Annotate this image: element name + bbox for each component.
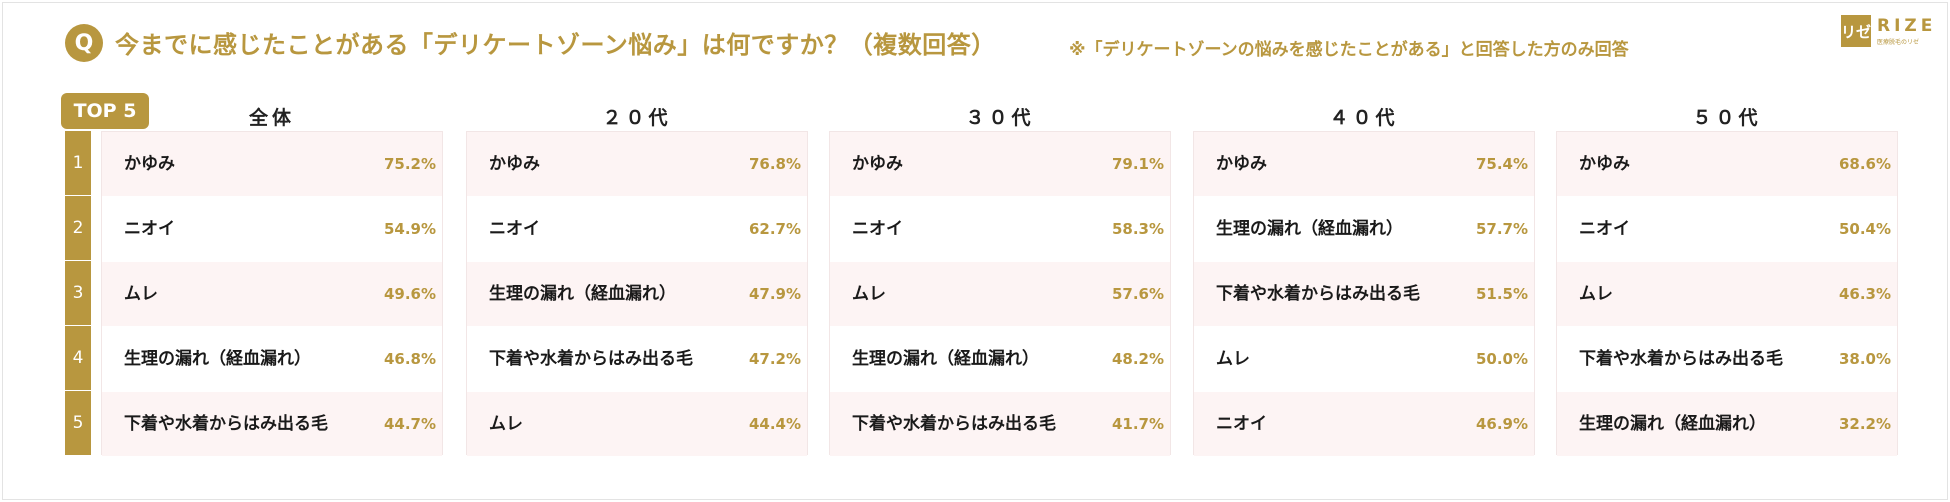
panel-body: かゆみ 68.6% ニオイ 50.4% ムレ 46.3% 下着や水着からはみ出る毛 38.0%… (1556, 131, 1898, 456)
ranking-row: ニオイ 54.9% (102, 197, 442, 261)
panel-title: ３０代 (965, 107, 1035, 129)
item-percentage: 44.7% (383, 415, 436, 433)
ranking-row: 生理の漏れ（経血漏れ） 47.9% (467, 262, 807, 326)
ranking-row: ニオイ 62.7% (467, 197, 807, 261)
item-label: ニオイ (1216, 414, 1267, 434)
rank-number: 3 (65, 261, 91, 325)
panel-title: ４０代 (1329, 107, 1399, 129)
panel-body: かゆみ 75.4% 生理の漏れ（経血漏れ） 57.7% 下着や水着からはみ出る毛 51.5… (1193, 131, 1535, 456)
item-percentage: 75.2% (383, 155, 436, 173)
item-label: 生理の漏れ（経血漏れ） (1216, 219, 1403, 239)
ranking-row: 下着や水着からはみ出る毛 44.7% (102, 392, 442, 456)
question-title: 今までに感じたことがある「デリケートゾーン悩み」は何ですか？（複数回答） (115, 31, 996, 59)
item-percentage: 41.7% (1111, 415, 1164, 433)
panel-body: かゆみ 79.1% ニオイ 58.3% ムレ 57.6% 生理の漏れ（経血漏れ） 48.2% 下… (829, 131, 1171, 456)
item-percentage: 48.2% (1111, 350, 1164, 368)
item-percentage: 47.9% (748, 285, 801, 303)
item-label: 生理の漏れ（経血漏れ） (124, 349, 311, 369)
top5-tag: TOP 5 (61, 93, 149, 129)
ranking-row: ムレ 57.6% (830, 262, 1170, 326)
item-label: ムレ (489, 414, 523, 434)
rank-number: 2 (65, 196, 91, 260)
rank-number: 4 (65, 326, 91, 390)
panel-title: ２０代 (602, 107, 672, 129)
item-label: ニオイ (1579, 219, 1630, 239)
ranking-row: 下着や水着からはみ出る毛 41.7% (830, 392, 1170, 456)
item-label: ニオイ (489, 219, 540, 239)
item-label: ニオイ (852, 219, 903, 239)
question-badge: Q (65, 24, 103, 62)
ranking-row: かゆみ 75.4% (1194, 132, 1534, 196)
rank-number: 5 (65, 391, 91, 455)
panel-title: ５０代 (1692, 107, 1762, 129)
ranking-row: ムレ 49.6% (102, 262, 442, 326)
item-percentage: 49.6% (383, 285, 436, 303)
ranking-row: ニオイ 58.3% (830, 197, 1170, 261)
item-label: ムレ (1216, 349, 1250, 369)
ranking-row: 生理の漏れ（経血漏れ） 46.8% (102, 327, 442, 391)
ranking-row: かゆみ 79.1% (830, 132, 1170, 196)
ranking-row: 生理の漏れ（経血漏れ） 32.2% (1557, 392, 1897, 456)
item-label: ムレ (124, 284, 158, 304)
item-label: 下着や水着からはみ出る毛 (124, 414, 328, 434)
item-percentage: 68.6% (1838, 155, 1891, 173)
item-label: かゆみ (852, 154, 903, 174)
ranking-row: かゆみ 75.2% (102, 132, 442, 196)
item-label: 生理の漏れ（経血漏れ） (852, 349, 1039, 369)
ranking-row: ムレ 50.0% (1194, 327, 1534, 391)
item-percentage: 51.5% (1475, 285, 1528, 303)
item-label: 下着や水着からはみ出る毛 (489, 349, 693, 369)
item-label: ムレ (852, 284, 886, 304)
ranking-row: かゆみ 76.8% (467, 132, 807, 196)
ranking-row: ニオイ 50.4% (1557, 197, 1897, 261)
item-percentage: 58.3% (1111, 220, 1164, 238)
item-label: ムレ (1579, 284, 1613, 304)
item-percentage: 46.8% (383, 350, 436, 368)
logo-subtext: 医療脱毛のリゼ (1877, 39, 1920, 46)
logo-text: RIZE (1877, 16, 1937, 36)
ranking-row: 下着や水着からはみ出る毛 51.5% (1194, 262, 1534, 326)
item-percentage: 50.4% (1838, 220, 1891, 238)
item-label: 下着や水着からはみ出る毛 (1579, 349, 1783, 369)
ranking-row: ムレ 44.4% (467, 392, 807, 456)
ranking-row: ニオイ 46.9% (1194, 392, 1534, 456)
item-percentage: 32.2% (1838, 415, 1891, 433)
ranking-row: かゆみ 68.6% (1557, 132, 1897, 196)
item-percentage: 62.7% (748, 220, 801, 238)
panel-body: かゆみ 75.2% ニオイ 54.9% ムレ 49.6% 生理の漏れ（経血漏れ） 46.8% 下… (101, 131, 443, 456)
item-percentage: 57.6% (1111, 285, 1164, 303)
item-percentage: 46.9% (1475, 415, 1528, 433)
panel-title: 全体 (248, 107, 295, 129)
ranking-row: 生理の漏れ（経血漏れ） 57.7% (1194, 197, 1534, 261)
item-percentage: 79.1% (1111, 155, 1164, 173)
item-percentage: 75.4% (1475, 155, 1528, 173)
brand-logo: リゼ RIZE 医療脱毛のリゼ (1841, 15, 1941, 51)
item-label: 生理の漏れ（経血漏れ） (1579, 414, 1766, 434)
panel-body: かゆみ 76.8% ニオイ 62.7% 生理の漏れ（経血漏れ） 47.9% 下着や水着からは… (466, 131, 808, 456)
item-percentage: 50.0% (1475, 350, 1528, 368)
item-label: ニオイ (124, 219, 175, 239)
item-label: かゆみ (1216, 154, 1267, 174)
item-percentage: 54.9% (383, 220, 436, 238)
ranking-row: 生理の漏れ（経血漏れ） 48.2% (830, 327, 1170, 391)
item-label: 生理の漏れ（経血漏れ） (489, 284, 676, 304)
item-percentage: 38.0% (1838, 350, 1891, 368)
item-percentage: 46.3% (1838, 285, 1891, 303)
item-percentage: 76.8% (748, 155, 801, 173)
ranking-row: 下着や水着からはみ出る毛 38.0% (1557, 327, 1897, 391)
rank-number: 1 (65, 131, 91, 195)
item-percentage: 44.4% (748, 415, 801, 433)
item-label: かゆみ (489, 154, 540, 174)
item-label: かゆみ (1579, 154, 1630, 174)
ranking-row: ムレ 46.3% (1557, 262, 1897, 326)
item-label: 下着や水着からはみ出る毛 (1216, 284, 1420, 304)
item-label: かゆみ (124, 154, 175, 174)
ranking-row: 下着や水着からはみ出る毛 47.2% (467, 327, 807, 391)
item-label: 下着や水着からはみ出る毛 (852, 414, 1056, 434)
item-percentage: 47.2% (748, 350, 801, 368)
item-percentage: 57.7% (1475, 220, 1528, 238)
question-note: ※「デリケートゾーンの悩みを感じたことがある」と回答した方のみ回答 (1069, 40, 1629, 60)
logo-mark-icon: リゼ (1841, 15, 1871, 47)
